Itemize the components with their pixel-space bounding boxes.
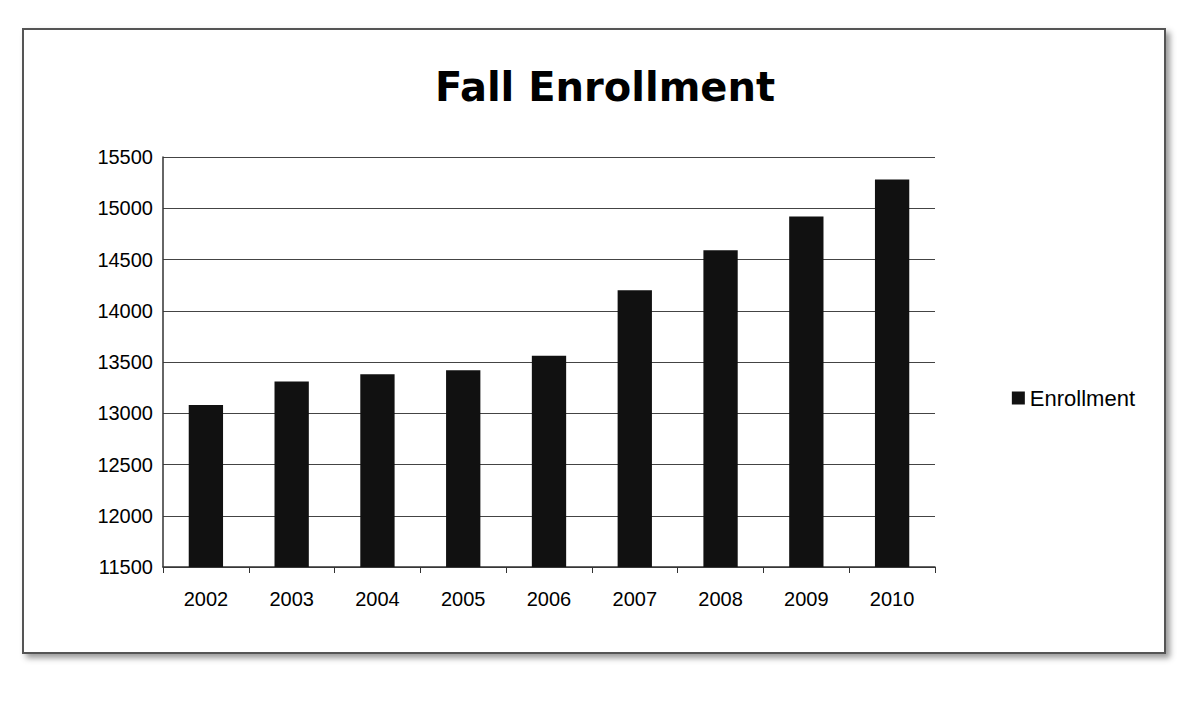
svg-text:Enrollment: Enrollment [1030,386,1135,411]
svg-text:15000: 15000 [97,197,153,219]
svg-text:2004: 2004 [355,588,400,610]
svg-text:2007: 2007 [613,588,658,610]
svg-text:Fall Enrollment: Fall Enrollment [435,64,775,110]
svg-text:2010: 2010 [870,588,915,610]
svg-text:2003: 2003 [269,588,314,610]
svg-text:11500: 11500 [99,556,153,578]
svg-text:13500: 13500 [97,351,153,373]
svg-text:2009: 2009 [784,588,829,610]
svg-text:2002: 2002 [184,588,229,610]
svg-text:13000: 13000 [97,402,153,424]
svg-text:2006: 2006 [527,588,572,610]
svg-text:12000: 12000 [97,505,153,527]
svg-text:15500: 15500 [97,146,153,168]
svg-text:14000: 14000 [97,300,153,322]
svg-text:12500: 12500 [97,454,153,476]
svg-text:2008: 2008 [698,588,743,610]
svg-text:14500: 14500 [97,249,153,271]
svg-text:2005: 2005 [441,588,486,610]
